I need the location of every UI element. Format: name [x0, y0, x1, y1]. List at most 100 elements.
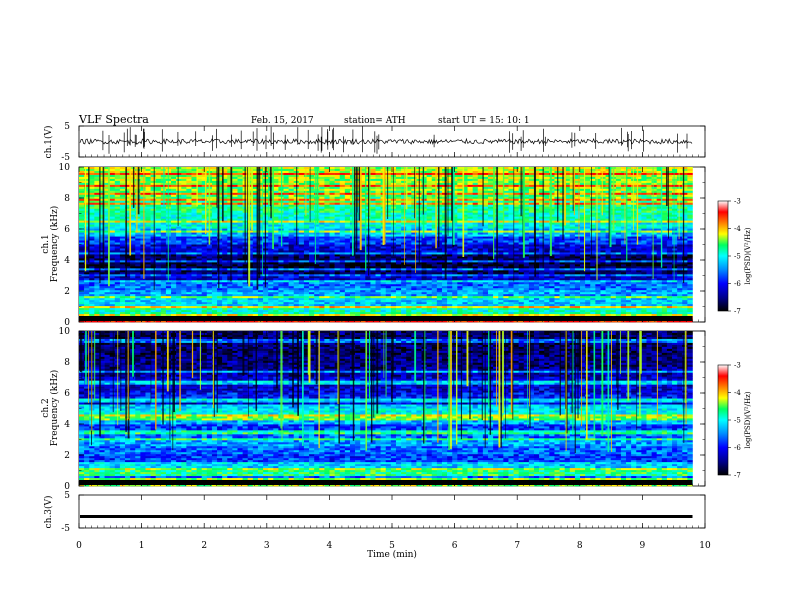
spectrogram-cell — [626, 222, 632, 225]
spectrogram-cell — [160, 238, 167, 241]
spectrogram-cell — [171, 182, 177, 186]
spectrogram-cell — [145, 248, 151, 251]
spectrogram-cell — [605, 168, 611, 172]
spectrogram-cell — [79, 212, 85, 215]
spectrogram-cell — [472, 222, 479, 225]
spectrogram-cell — [247, 238, 254, 241]
spectrogram-cell — [99, 170, 105, 174]
spectrogram-cell — [252, 248, 259, 251]
spectrogram-cell — [283, 224, 289, 227]
spectrogram-cell — [580, 232, 586, 235]
spectrogram-cell — [518, 230, 525, 233]
spectrogram-cell — [160, 218, 167, 221]
spectrogram-cell — [498, 240, 504, 243]
spectrogram-cell — [252, 238, 259, 241]
spectrogram-cell — [605, 176, 611, 180]
spectrogram-cell — [125, 240, 131, 243]
spectrogram-cell — [324, 230, 330, 233]
spectrogram-cell — [452, 210, 458, 214]
spectrogram-cell — [252, 192, 259, 196]
spectrogram-cell — [370, 178, 376, 182]
spectrogram-cell — [344, 184, 351, 188]
spectrogram-cell — [385, 182, 392, 186]
spectrogram-cell — [426, 224, 433, 227]
spectrogram-cell — [268, 224, 274, 227]
spectrogram-cell — [344, 186, 351, 190]
spectrogram-cell — [237, 172, 243, 176]
spectrogram-cell — [651, 214, 657, 217]
spectrogram-cell — [477, 172, 484, 176]
spectrogram-cell — [140, 190, 146, 194]
spectrogram-cell — [626, 230, 632, 233]
spectrogram-cell — [365, 168, 371, 172]
spectrogram-cell — [222, 186, 228, 190]
spectrogram-cell — [636, 218, 642, 221]
spectrogram-cell — [273, 226, 279, 229]
spectrogram-cell — [181, 188, 187, 192]
spectrogram-cell — [605, 188, 611, 192]
spectrogram-cell — [355, 212, 361, 215]
spectrogram-cell — [145, 202, 151, 206]
spectrogram-cell — [554, 228, 560, 231]
spectrogram-cell — [687, 188, 693, 192]
spectrogram-cell — [114, 200, 121, 204]
spectrogram-cell — [513, 196, 519, 200]
spectrogram-cell — [298, 228, 305, 231]
spectrogram-cell — [273, 218, 279, 221]
spectrogram-cell — [125, 238, 131, 241]
spectrogram-cell — [181, 244, 187, 247]
spectrogram-cell — [518, 234, 525, 237]
spectrogram-cell — [232, 236, 238, 239]
spectrogram-cell — [298, 240, 305, 243]
spectrogram-cell — [130, 206, 136, 210]
spectrogram-cell — [523, 226, 530, 229]
spectrogram-cell — [232, 224, 238, 227]
spectrogram-cell — [191, 167, 197, 170]
spectrogram-cell — [564, 167, 571, 170]
spectrogram-cell — [508, 176, 514, 180]
spectrogram-cell — [493, 210, 499, 214]
spectrogram-cell — [666, 192, 673, 196]
spectrogram-cell — [661, 167, 668, 170]
spectrogram-cell — [477, 176, 484, 180]
spectrogram-cell — [109, 192, 116, 196]
spectrogram-cell — [411, 228, 417, 231]
spectrogram-cell — [682, 190, 688, 194]
spectrogram-cell — [487, 232, 494, 235]
spectrogram-cell — [682, 178, 688, 182]
spectrogram-cell — [406, 194, 412, 198]
spectrogram-cell — [534, 184, 540, 188]
spectrogram-cell — [329, 176, 335, 180]
spectrogram-cell — [283, 168, 289, 172]
spectrogram-cell — [620, 230, 627, 233]
spectrogram-cell — [395, 202, 402, 206]
spectrogram-cell — [436, 224, 443, 227]
spectrogram-cell — [651, 170, 657, 174]
spectrogram-cell — [426, 176, 433, 180]
spectrogram-cell — [375, 234, 381, 237]
spectrogram-cell — [672, 174, 678, 178]
spectrogram-cell — [411, 208, 417, 212]
spectrogram-cell — [620, 242, 627, 245]
spectrogram-cell — [544, 204, 550, 208]
spectrogram-cell — [641, 168, 647, 172]
spectrogram-cell — [620, 198, 627, 202]
spectrogram-cell — [191, 226, 197, 229]
spectrogram-cell — [84, 244, 90, 247]
spectrogram-cell — [288, 242, 295, 245]
spectrogram-cell — [406, 198, 412, 202]
spectrogram-cell — [329, 240, 335, 243]
spectrogram-cell — [140, 242, 146, 245]
spectrogram-cell — [620, 204, 627, 208]
spectrogram-cell — [651, 238, 657, 241]
spectrogram-cell — [385, 167, 392, 170]
spectrogram-cell — [523, 178, 530, 182]
spectrogram-cell — [99, 194, 105, 198]
spectrogram-cell — [181, 214, 187, 217]
spectrogram-cell — [559, 170, 565, 174]
spectrogram-cell — [125, 168, 131, 172]
spectrogram-cell — [114, 224, 121, 227]
spectrogram-cell — [319, 236, 325, 239]
spectrogram-cell — [528, 218, 535, 221]
spectrogram-cell — [237, 230, 243, 233]
